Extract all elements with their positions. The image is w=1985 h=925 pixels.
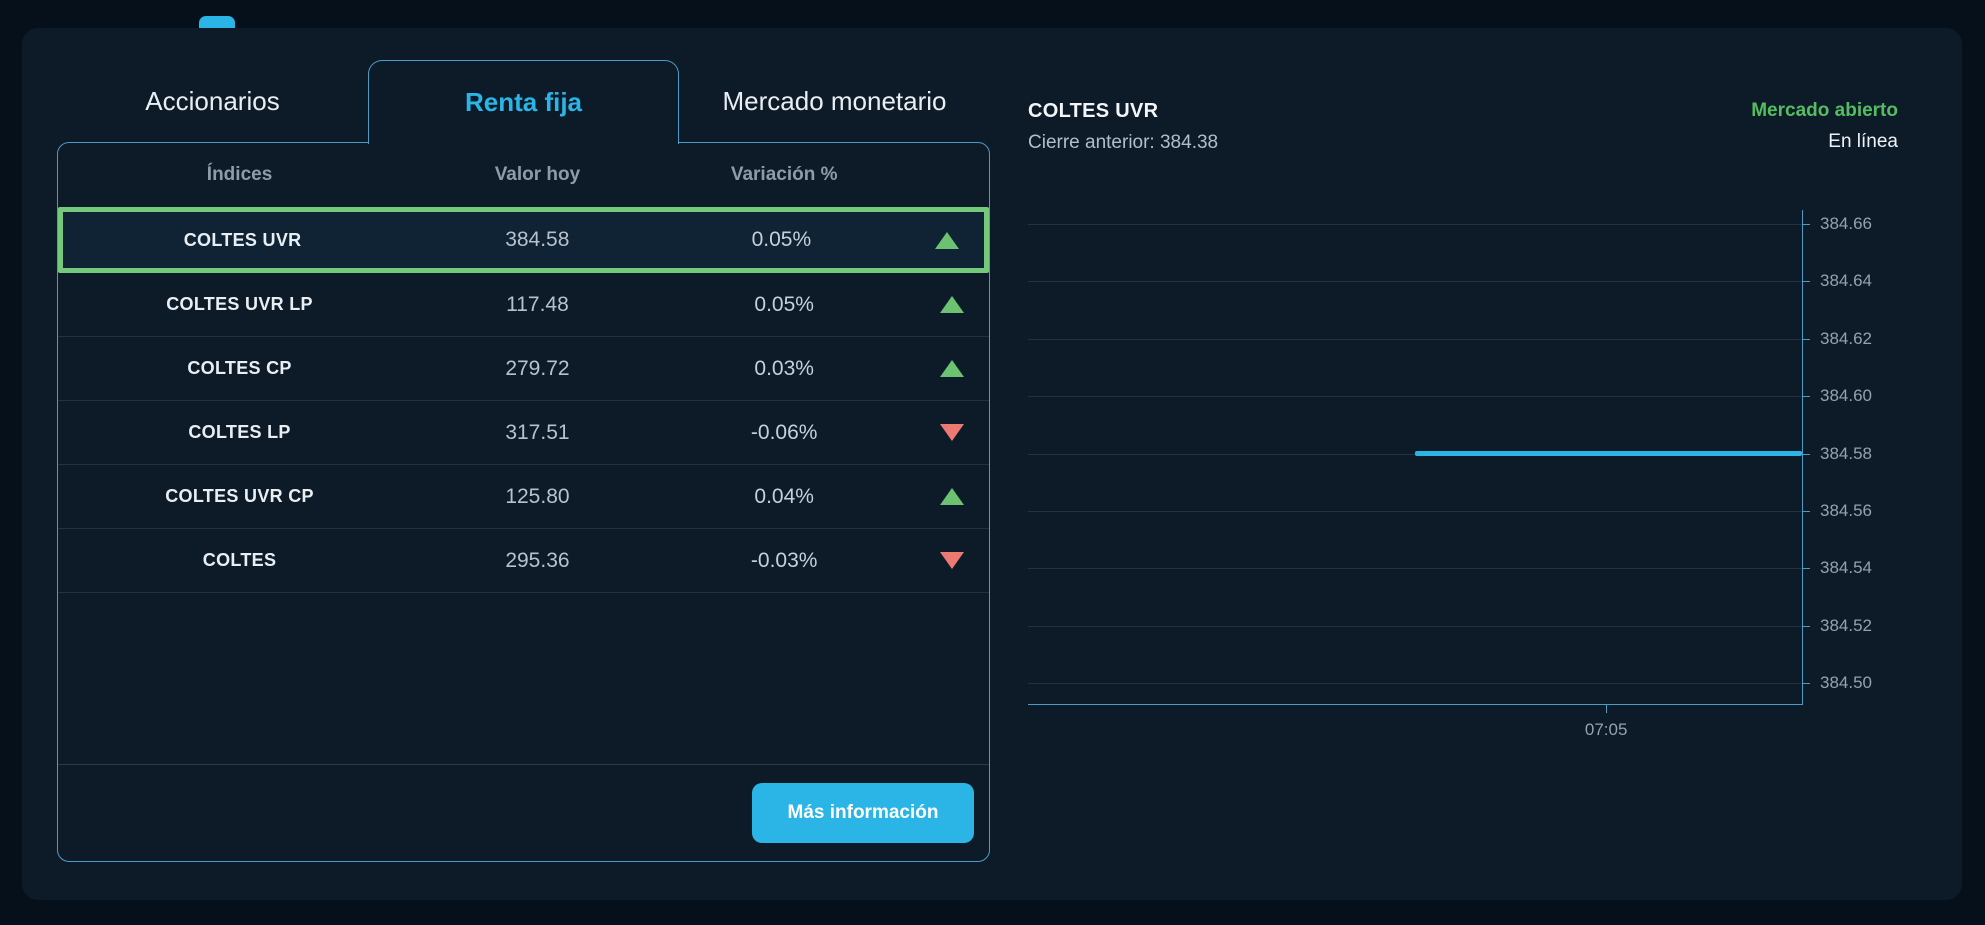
- previous-close-text: Cierre anterior: 384.38: [1028, 132, 1219, 153]
- name-cell: COLTES: [202, 550, 277, 570]
- y-axis-tick: [1802, 396, 1810, 398]
- column-header-valor-hoy: Valor hoy: [494, 164, 581, 185]
- table-row-coltes-uvr-lp[interactable]: COLTES UVR LP 117.48 0.05%: [58, 273, 989, 337]
- table-header-row: Índices Valor hoy Variación %: [58, 143, 989, 207]
- tab-renta-fija[interactable]: Renta fija: [368, 60, 679, 144]
- value-cell: 117.48: [506, 292, 569, 316]
- trend-down-icon: [939, 552, 964, 569]
- value-cell: 279.72: [505, 356, 570, 380]
- name-cell: COLTES LP: [188, 422, 291, 442]
- name-cell: COLTES UVR: [183, 229, 302, 250]
- y-axis-tick: [1802, 281, 1810, 283]
- gridline: [1028, 568, 1802, 570]
- market-widget-card: Accionarios Renta fija Mercado monetario Í…: [22, 28, 1962, 900]
- tab-mercado-monetario[interactable]: Mercado monetario: [722, 85, 947, 116]
- connection-status: En línea: [1828, 131, 1898, 152]
- y-axis-label: 384.54: [1820, 558, 1872, 578]
- y-axis-label: 384.58: [1820, 443, 1872, 463]
- y-axis-label: 384.56: [1820, 500, 1872, 520]
- variation-cell: 0.04%: [754, 484, 814, 508]
- value-cell: 125.80: [505, 484, 570, 508]
- gridline: [1028, 625, 1802, 627]
- x-axis-label: 07:05: [1584, 720, 1628, 739]
- y-axis-label: 384.64: [1820, 271, 1872, 291]
- y-axis-tick: [1802, 568, 1810, 570]
- table-row-coltes-uvr-cp[interactable]: COLTES UVR CP 125.80 0.04%: [58, 465, 989, 529]
- y-axis-tick: [1802, 625, 1810, 627]
- gridline: [1028, 683, 1802, 685]
- table-row-coltes-cp[interactable]: COLTES CP 279.72 0.03%: [58, 337, 989, 401]
- variation-cell: 0.05%: [751, 228, 812, 251]
- y-axis-label: 384.66: [1820, 214, 1872, 234]
- table-row-coltes-uvr[interactable]: COLTES UVR 384.58 0.05%: [58, 207, 989, 273]
- gridline: [1028, 281, 1802, 283]
- variation-cell: 0.03%: [754, 356, 814, 380]
- detail-title: COLTES UVR: [1028, 100, 1159, 122]
- column-header-variacion: Variación %: [730, 164, 838, 185]
- gridline: [1028, 396, 1802, 398]
- y-axis-tick: [1802, 683, 1810, 685]
- trend-down-icon: [939, 424, 964, 441]
- name-cell: COLTES UVR LP: [166, 294, 313, 314]
- column-header-indices: Índices: [206, 164, 273, 185]
- y-axis-label: 384.52: [1820, 615, 1872, 635]
- detail-header: COLTES UVR Cierre anterior: 384.38: [1028, 100, 1218, 154]
- y-axis-tick: [1802, 510, 1810, 512]
- value-cell: 295.36: [505, 548, 570, 572]
- gridline: [1028, 338, 1802, 340]
- y-axis-tick: [1802, 338, 1810, 340]
- name-cell: COLTES UVR CP: [165, 486, 314, 506]
- y-axis-tick: [1802, 224, 1810, 226]
- more-info-button[interactable]: Más información: [752, 783, 974, 843]
- y-axis-label: 384.50: [1820, 673, 1872, 693]
- trend-up-icon: [935, 231, 960, 249]
- indices-panel: Índices Valor hoy Variación % COLTES UVR…: [57, 142, 990, 862]
- x-axis-line: [1028, 704, 1803, 705]
- panel-footer: Más información: [58, 764, 989, 861]
- table-row-coltes[interactable]: COLTES 295.36 -0.03%: [58, 529, 989, 593]
- tab-accionarios[interactable]: Accionarios: [145, 85, 280, 116]
- price-line-chart: 384.66 384.64 384.62 384.60 384.58 384.56 384.…: [1028, 210, 1872, 739]
- y-axis-line: [1802, 210, 1803, 705]
- trend-up-icon: [939, 488, 964, 505]
- trend-up-icon: [939, 360, 964, 377]
- y-axis-label: 384.62: [1820, 328, 1872, 348]
- gridline: [1028, 510, 1802, 512]
- value-cell: 317.51: [505, 420, 570, 444]
- y-axis-label: 384.60: [1820, 386, 1872, 406]
- y-axis-tick: [1802, 453, 1810, 455]
- background-accent-chip: [199, 16, 235, 30]
- value-cell: 384.58: [505, 228, 570, 251]
- trend-up-icon: [939, 296, 964, 313]
- price-series-line: [1415, 451, 1802, 457]
- x-axis-tick: [1606, 705, 1608, 713]
- gridline: [1028, 224, 1802, 226]
- variation-cell: -0.03%: [750, 548, 818, 572]
- variation-cell: -0.06%: [750, 420, 818, 444]
- panel-spacer: [58, 593, 989, 764]
- market-tabs: Accionarios Renta fija Mercado monetario: [57, 60, 990, 144]
- table-row-coltes-lp[interactable]: COLTES LP 317.51 -0.06%: [58, 401, 989, 465]
- market-status-badge: Mercado abierto: [1751, 100, 1898, 121]
- status-block: Mercado abierto En línea: [1751, 100, 1898, 153]
- name-cell: COLTES CP: [187, 358, 292, 378]
- variation-cell: 0.05%: [754, 292, 814, 316]
